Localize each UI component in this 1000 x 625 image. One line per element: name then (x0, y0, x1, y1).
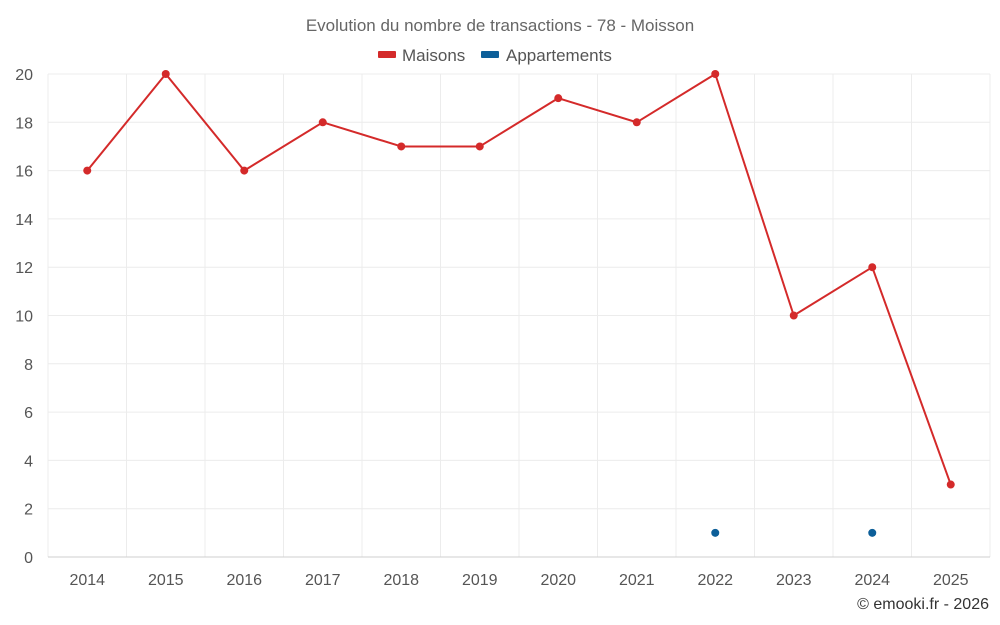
legend-item-appartements[interactable]: Appartements (481, 46, 612, 65)
horizontal-gridlines (48, 73, 990, 558)
x-tick-label: 2015 (148, 572, 184, 589)
line-segment-maisons (714, 73, 795, 317)
y-tick-label: 20 (15, 67, 33, 84)
series-appartements (711, 528, 877, 537)
legend-label-appartements: Appartements (506, 46, 612, 65)
legend-item-maisons[interactable]: Maisons (378, 46, 465, 65)
x-tick-label: 2020 (540, 572, 576, 589)
data-point-maisons[interactable] (632, 118, 641, 127)
line-segment-maisons (243, 121, 324, 172)
x-tick-label: 2016 (226, 572, 262, 589)
y-tick-label: 8 (24, 357, 33, 374)
legend-swatch-maisons (378, 51, 396, 58)
y-tick-label: 12 (15, 260, 33, 277)
y-tick-label: 14 (15, 212, 33, 229)
line-segment-maisons (792, 266, 874, 317)
y-tick-label: 16 (15, 164, 33, 181)
data-point-appartements[interactable] (868, 528, 877, 537)
chart-title: Evolution du nombre de transactions - 78… (306, 16, 694, 35)
line-segment-maisons (478, 97, 560, 148)
y-tick-label: 4 (24, 453, 33, 470)
data-point-maisons[interactable] (789, 311, 798, 320)
data-point-maisons[interactable] (397, 142, 406, 151)
legend: Maisons Appartements (378, 46, 612, 65)
data-point-maisons[interactable] (946, 480, 955, 489)
series-maisons (83, 70, 955, 489)
legend-swatch-appartements (481, 51, 499, 58)
y-tick-label: 2 (24, 502, 33, 519)
x-tick-label: 2014 (69, 572, 105, 589)
data-point-maisons[interactable] (318, 118, 327, 127)
data-point-appartements[interactable] (711, 528, 720, 537)
y-tick-label: 0 (24, 550, 33, 567)
line-segment-maisons (635, 73, 717, 124)
series-layer (83, 70, 955, 537)
line-segment-maisons (557, 97, 638, 124)
line-segment-maisons (871, 266, 952, 486)
legend-label-maisons: Maisons (402, 46, 465, 65)
y-tick-label: 6 (24, 405, 33, 422)
x-tick-label: 2017 (305, 572, 341, 589)
y-tick-label: 10 (15, 309, 33, 326)
x-tick-label: 2018 (383, 572, 419, 589)
x-tick-label: 2025 (933, 572, 969, 589)
line-segment-maisons (86, 73, 167, 172)
x-tick-label: 2022 (697, 572, 733, 589)
y-tick-label: 18 (15, 115, 33, 132)
line-segment-maisons (321, 121, 403, 148)
data-point-maisons[interactable] (240, 166, 249, 175)
line-segment-maisons (164, 73, 246, 172)
data-point-maisons[interactable] (475, 142, 484, 151)
x-tick-label: 2019 (462, 572, 498, 589)
x-tick-label: 2023 (776, 572, 812, 589)
x-tick-label: 2021 (619, 572, 655, 589)
credit-text: © emooki.fr - 2026 (857, 596, 989, 613)
data-point-maisons[interactable] (83, 166, 92, 175)
data-point-maisons[interactable] (161, 70, 170, 78)
data-point-maisons[interactable] (554, 94, 563, 103)
x-axis-ticks: 2014 2015 2016 2017 2018 2019 2020 2021 2022 2023… (69, 572, 968, 589)
x-tick-label: 2024 (854, 572, 890, 589)
data-point-maisons[interactable] (711, 70, 720, 78)
y-axis-ticks: 0 2 4 6 8 10 12 14 16 18 20 (15, 67, 33, 567)
data-point-maisons[interactable] (868, 263, 877, 272)
